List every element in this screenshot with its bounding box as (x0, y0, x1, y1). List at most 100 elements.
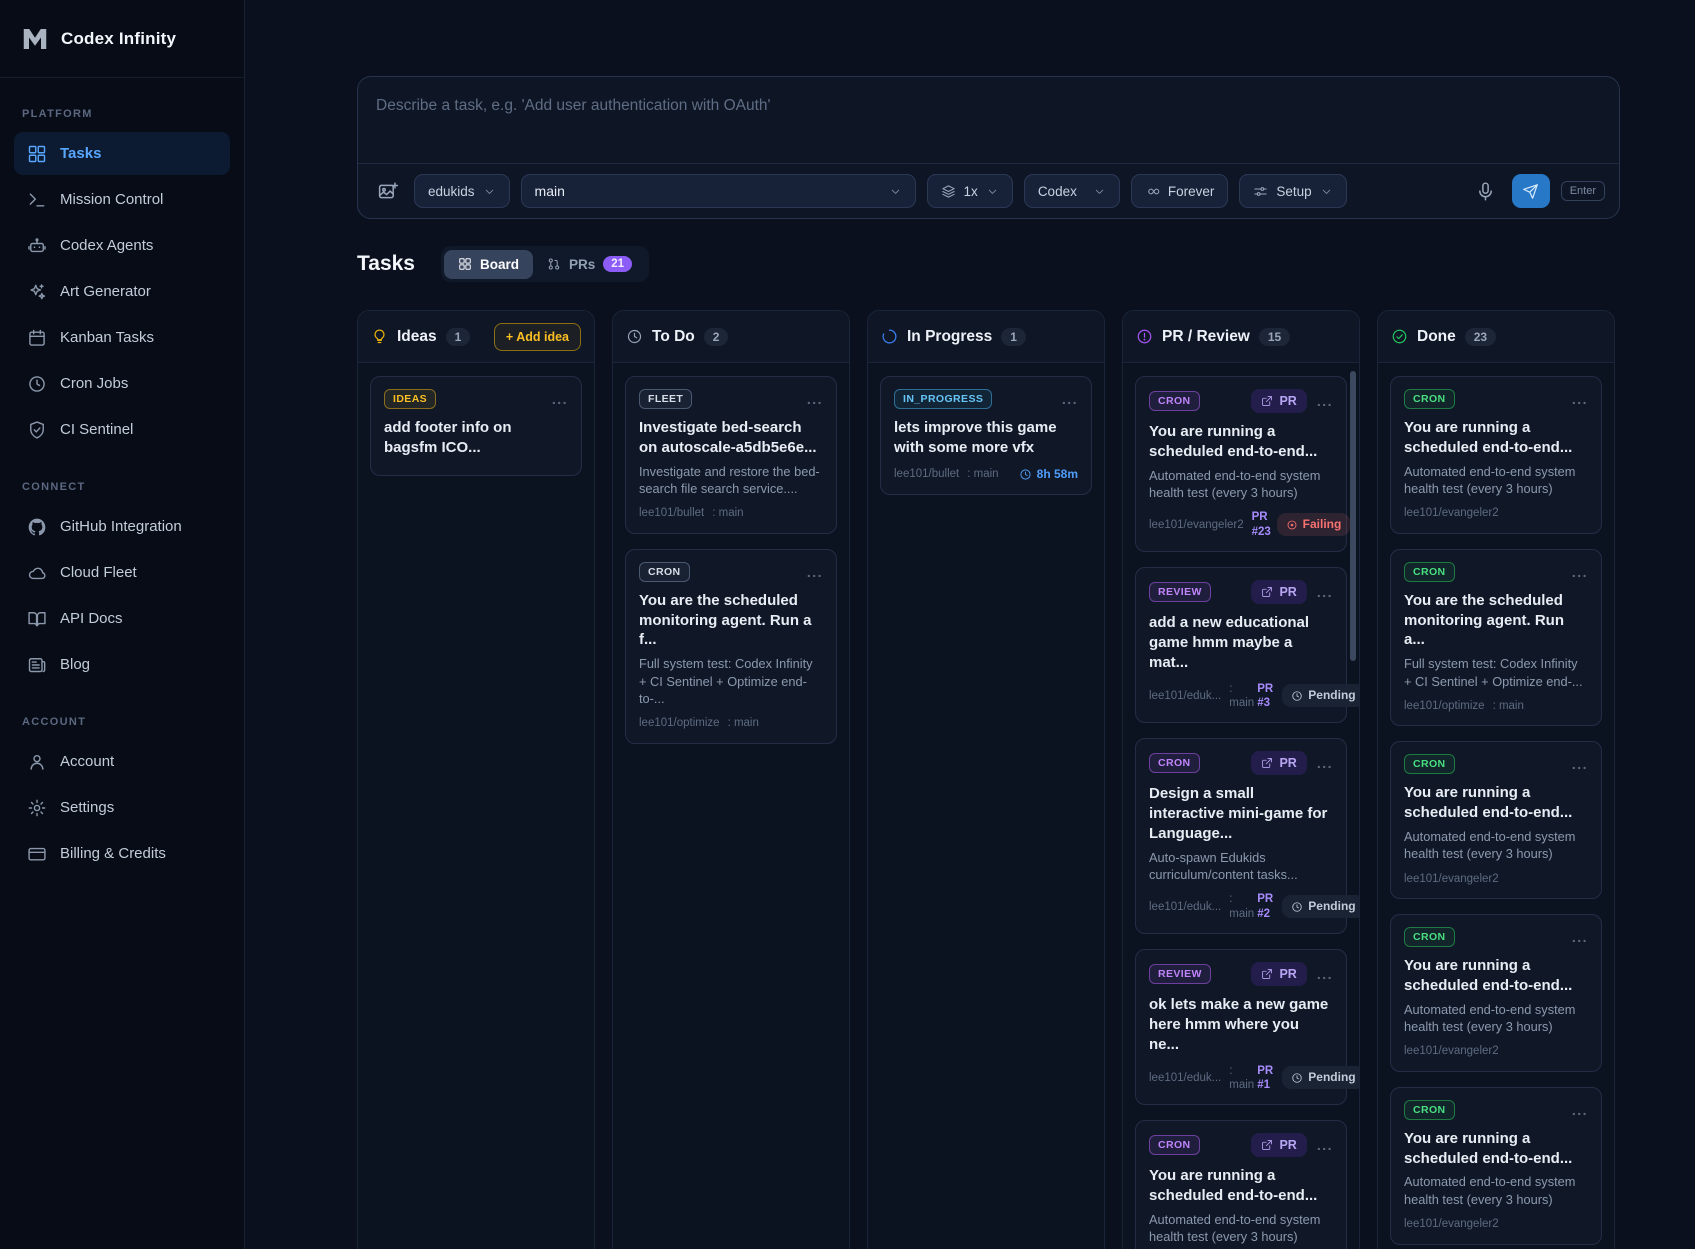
external-link-icon (1261, 757, 1273, 769)
sidebar-item-blog[interactable]: Blog (14, 643, 230, 686)
task-card[interactable]: CRON... You are the scheduled monitoring … (625, 548, 837, 744)
sidebar-item-api-docs[interactable]: API Docs (14, 597, 230, 640)
repo-picker[interactable]: edukids (414, 174, 510, 208)
task-card[interactable]: CRON... You are running a scheduled end-t… (1390, 1086, 1602, 1245)
sidebar-item-mission-control[interactable]: Mission Control (14, 178, 230, 221)
dot-circle-icon (1286, 519, 1298, 531)
tab-prs[interactable]: PRs 21 (533, 249, 646, 279)
sidebar-section-label: PLATFORM (22, 108, 93, 120)
page-title: Tasks (357, 252, 415, 275)
repo-picker-label: edukids (428, 183, 475, 199)
card-title: Investigate bed-search on autoscale-a5db… (639, 419, 817, 456)
card-menu-button[interactable]: ... (1316, 966, 1333, 983)
card-footer: lee101/evangeler2 PR #23 Failing (1149, 510, 1351, 539)
task-card[interactable]: REVIEW PR... ok lets make a new game here … (1135, 949, 1359, 1106)
sidebar-item-cron-jobs[interactable]: Cron Jobs (14, 362, 230, 405)
card-pr-link[interactable]: PR #2 (1257, 893, 1274, 920)
card-footer: lee101/evangeler2 (1404, 506, 1588, 520)
task-card[interactable]: REVIEW PR... add a new educational game hm… (1135, 567, 1359, 724)
open-pr-button[interactable]: PR (1251, 1133, 1307, 1158)
sidebar-item-settings[interactable]: Settings (14, 786, 230, 829)
forever-button[interactable]: Forever (1130, 174, 1229, 208)
card-pr-link[interactable]: PR #3 (1257, 682, 1274, 709)
card-menu-button[interactable]: ... (1316, 393, 1333, 409)
sidebar-item-billing-credits[interactable]: Billing & Credits (14, 832, 230, 875)
sidebar-item-label: Kanban Tasks (60, 329, 154, 346)
task-card[interactable]: CRON... You are running a scheduled end-t… (1390, 914, 1602, 1072)
sidebar-item-github-integration[interactable]: GitHub Integration (14, 505, 230, 548)
sidebar-item-account[interactable]: Account (14, 740, 230, 783)
card-actions: ... (1571, 563, 1588, 580)
terminal-icon (27, 190, 47, 210)
multiplier-label: 1x (963, 183, 978, 199)
task-card[interactable]: CRON PR... Design a small interactive mini… (1135, 738, 1359, 935)
sidebar-section-label: CONNECT (22, 481, 86, 493)
sparkles-icon (27, 282, 47, 302)
card-type-badge: FLEET (639, 389, 693, 409)
user-icon (27, 752, 47, 772)
card-menu-button[interactable]: ... (1316, 1137, 1333, 1154)
sidebar-item-art-generator[interactable]: Art Generator (14, 270, 230, 313)
send-button[interactable] (1511, 174, 1550, 208)
clock-icon (1019, 468, 1032, 481)
multiplier-button[interactable]: 1x (926, 174, 1013, 208)
task-card[interactable]: CRON... You are running a scheduled end-t… (1390, 741, 1602, 900)
card-type-badge: CRON (1149, 753, 1200, 774)
card-actions: PR... (1251, 962, 1333, 987)
open-pr-label: PR (1279, 1138, 1297, 1153)
sidebar-item-codex-agents[interactable]: Codex Agents (14, 224, 230, 267)
card-menu-button[interactable]: ... (806, 391, 823, 407)
sidebar-item-ci-sentinel[interactable]: CI Sentinel (14, 408, 230, 451)
task-card[interactable]: CRON... You are running a scheduled end-t… (1390, 376, 1602, 534)
open-pr-button[interactable]: PR (1251, 751, 1307, 776)
mic-button[interactable] (1470, 176, 1501, 207)
sidebar-item-cloud-fleet[interactable]: Cloud Fleet (14, 551, 230, 594)
card-pr-link[interactable]: PR #23 (1251, 511, 1271, 538)
card-menu-button[interactable]: ... (1571, 391, 1588, 407)
send-icon (1522, 183, 1539, 200)
card-menu-button[interactable]: ... (1571, 929, 1588, 946)
tab-board[interactable]: Board (444, 249, 534, 279)
card-actions: PR... (1251, 1133, 1333, 1158)
card-footer: lee101/eduk...: main PR #2 Pending (1149, 892, 1359, 921)
sidebar-item-label: Settings (60, 799, 115, 816)
model-select[interactable]: Codex (1023, 174, 1120, 208)
task-card[interactable]: FLEET... Investigate bed-search on autosc… (625, 376, 837, 534)
card-menu-button[interactable]: ... (1316, 584, 1333, 601)
card-menu-button[interactable]: ... (1571, 563, 1588, 580)
card-title: You are running a scheduled end-to-end..… (1404, 957, 1573, 994)
task-card[interactable]: CRON... You are the scheduled monitoring … (1390, 548, 1602, 727)
card-repo: lee101/evangeler2 (1404, 1218, 1499, 1231)
task-card[interactable]: CRON PR... You are running a scheduled end… (1135, 376, 1351, 553)
sidebar-item-tasks[interactable]: Tasks (14, 132, 230, 175)
app-logo[interactable]: Codex Infinity (0, 0, 244, 78)
column-scrollbar[interactable] (1350, 371, 1356, 661)
card-top-row: FLEET... (639, 389, 823, 409)
attach-image-button[interactable] (372, 176, 403, 207)
card-title: You are the scheduled monitoring agent. … (639, 591, 812, 649)
sidebar-item-kanban-tasks[interactable]: Kanban Tasks (14, 316, 230, 359)
task-card[interactable]: IN_PROGRESS... lets improve this game wit… (880, 376, 1092, 495)
task-card[interactable]: CRON PR... You are running a scheduled end… (1135, 1120, 1347, 1249)
card-type-badge: CRON (639, 561, 690, 582)
task-card[interactable]: IDEAS... add footer info on bagsfm ICO... (370, 376, 582, 476)
card-menu-button[interactable]: ... (551, 391, 568, 407)
add-idea-button[interactable]: + Add idea (493, 322, 581, 351)
open-pr-button[interactable]: PR (1251, 580, 1307, 605)
open-pr-button[interactable]: PR (1251, 389, 1307, 413)
board-header: Tasks Board PRs 21 (357, 246, 1620, 282)
card-menu-button[interactable]: ... (806, 563, 823, 580)
setup-button[interactable]: Setup (1239, 174, 1347, 208)
card-menu-button[interactable]: ... (1571, 756, 1588, 773)
clock-icon (1291, 901, 1303, 913)
cloud-icon (27, 563, 47, 583)
branch-select[interactable]: main (520, 174, 916, 208)
card-pr-link[interactable]: PR #1 (1257, 1064, 1274, 1091)
task-input[interactable] (358, 77, 1619, 163)
card-menu-button[interactable]: ... (1571, 1101, 1588, 1118)
infinity-icon (1145, 184, 1160, 199)
card-menu-button[interactable]: ... (1316, 755, 1333, 772)
open-pr-button[interactable]: PR (1251, 962, 1307, 987)
card-menu-button[interactable]: ... (1061, 391, 1078, 407)
card-repo: lee101/optimize (1404, 699, 1485, 712)
